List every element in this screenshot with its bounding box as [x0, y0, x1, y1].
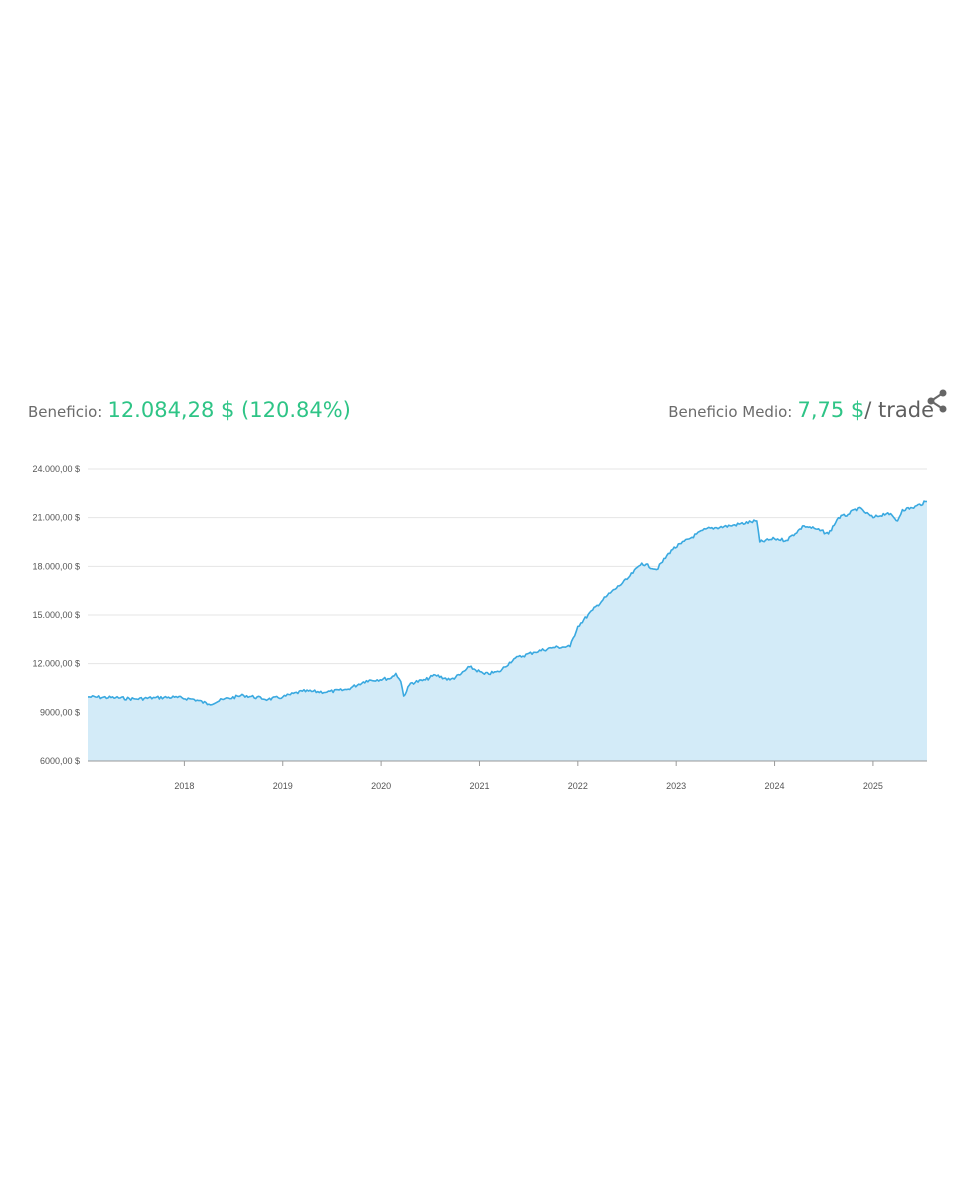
x-tick-label: 2023 [666, 781, 686, 791]
profit-label: Beneficio: [28, 403, 103, 421]
share-icon[interactable] [924, 388, 950, 414]
x-tick-label: 2025 [863, 781, 883, 791]
y-tick-label: 18.000,00 $ [32, 561, 80, 571]
y-tick-label: 12.000,00 $ [32, 659, 80, 669]
y-tick-label: 15.000,00 $ [32, 610, 80, 620]
x-tick-label: 2019 [273, 781, 293, 791]
y-axis-ticks: 24.000,00 $ 21.000,00 $ 18.000,00 $ 15.000,… [32, 464, 80, 766]
average-profit-label: Beneficio Medio: [668, 403, 793, 421]
x-tick-label: 2018 [174, 781, 194, 791]
y-tick-label: 21.000,00 $ [32, 513, 80, 523]
y-tick-label: 6000,00 $ [40, 756, 80, 766]
x-tick-label: 2022 [568, 781, 588, 791]
equity-area [88, 501, 927, 761]
x-tick-label: 2024 [765, 781, 785, 791]
y-tick-label: 24.000,00 $ [32, 464, 80, 474]
x-tick-label: 2021 [469, 781, 489, 791]
y-tick-label: 9000,00 $ [40, 707, 80, 717]
x-tick-label: 2020 [371, 781, 391, 791]
equity-line [88, 500, 928, 706]
average-profit-summary: Beneficio Medio: 7,75 $/ trade [668, 398, 934, 422]
profit-summary: Beneficio: 12.084,28 $ (120.84%) [28, 398, 351, 422]
average-profit-value: 7,75 $ [797, 398, 865, 422]
average-profit-unit: / trade [864, 398, 934, 422]
profit-value: 12.084,28 $ (120.84%) [107, 398, 351, 422]
x-axis-ticks: 2018 2019 2020 2021 2022 2023 2024 2025 [174, 761, 883, 791]
